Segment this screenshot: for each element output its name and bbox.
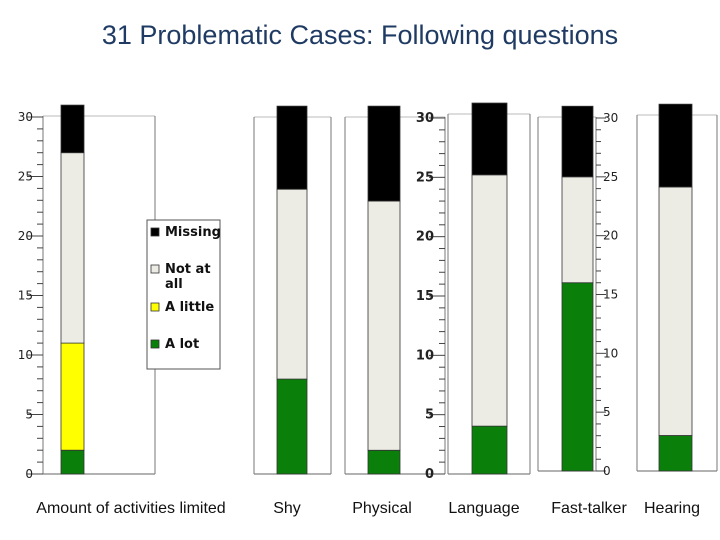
legend-swatch-a-little (150, 302, 160, 312)
y-tick-label: 25 (603, 170, 618, 184)
bar-segment-missing (658, 103, 693, 188)
y-tick-label: 20 (603, 229, 618, 243)
y-tick-label: 15 (603, 288, 618, 302)
y-tick-label: 0 (25, 467, 33, 481)
bar-segment-not-at-all (561, 176, 594, 284)
y-tick-label: 20 (416, 230, 434, 245)
legend-label-a-little: A little (165, 300, 214, 315)
panel-hearing: Hearing (636, 103, 718, 517)
y-tick-label: 5 (25, 408, 33, 422)
bar-segment-missing (561, 105, 594, 178)
y-tick-label: 15 (416, 289, 434, 304)
slide-title: 31 Problematic Cases: Following question… (101, 20, 619, 50)
y-tick-label: 10 (603, 346, 618, 360)
category-label: Language (448, 500, 519, 517)
legend-label-missing: Missing (165, 225, 221, 240)
y-tick-label: 15 (18, 289, 33, 303)
legend: Missing Not at all A little A lot (146, 219, 221, 370)
bar-segment-a-lot (367, 449, 401, 475)
category-label: Amount of activities limited (36, 500, 225, 517)
y-tick-label: 20 (18, 229, 33, 243)
bar-segment-missing (367, 105, 401, 202)
y-tick-label: 0 (603, 464, 611, 478)
y-tick-label: 30 (18, 110, 33, 124)
category-label: Hearing (644, 500, 700, 517)
bar-segment-a-lot (60, 449, 85, 475)
y-tick-label: 5 (603, 405, 611, 419)
y-tick-label: 30 (416, 111, 434, 126)
panel-physical: 0 5 10 15 20 25 30 Physical (344, 105, 446, 517)
legend-swatch-not-at-all (150, 264, 160, 274)
bar-segment-not-at-all (471, 174, 508, 427)
bar-segment-not-at-all (367, 200, 401, 451)
legend-swatch-a-lot (150, 339, 160, 349)
bar-segment-a-lot (471, 425, 508, 475)
y-tick-label: 30 (603, 111, 618, 125)
y-tick-label: 5 (425, 408, 434, 423)
bar-segment-missing (471, 102, 508, 176)
legend-label-not-at-all: Not at all (165, 262, 211, 292)
bar-segment-not-at-all (60, 152, 85, 344)
bar-segment-not-at-all (276, 188, 308, 380)
bar-segment-missing (60, 104, 85, 154)
y-tick-label: 0 (425, 467, 434, 482)
bar-segment-a-little (60, 342, 85, 451)
bar-segment-a-lot (276, 378, 308, 475)
y-tick-label: 10 (416, 348, 434, 363)
category-label: Shy (273, 500, 301, 517)
bar-segment-a-lot (561, 282, 594, 472)
panel-shy: Shy (253, 105, 332, 517)
bar-segment-not-at-all (658, 186, 693, 436)
legend-label-a-lot: A lot (165, 337, 199, 352)
panel-amount-of-activities-limited: 0 5 10 15 20 25 30 Amount of activities limited (18, 104, 226, 517)
y-tick-label: 25 (18, 170, 33, 184)
y-tick-label: 25 (416, 170, 434, 185)
y-tick-label: 10 (18, 348, 33, 362)
bar-segment-missing (276, 105, 308, 190)
category-label: Physical (352, 500, 412, 517)
panel-language: Language (447, 102, 531, 517)
category-label: Fast-talker (551, 500, 627, 517)
bar-segment-a-lot (658, 435, 693, 472)
panel-fast-talker: 0 5 10 15 20 25 30 Fast-talker (537, 105, 627, 517)
legend-swatch-missing (150, 227, 160, 237)
